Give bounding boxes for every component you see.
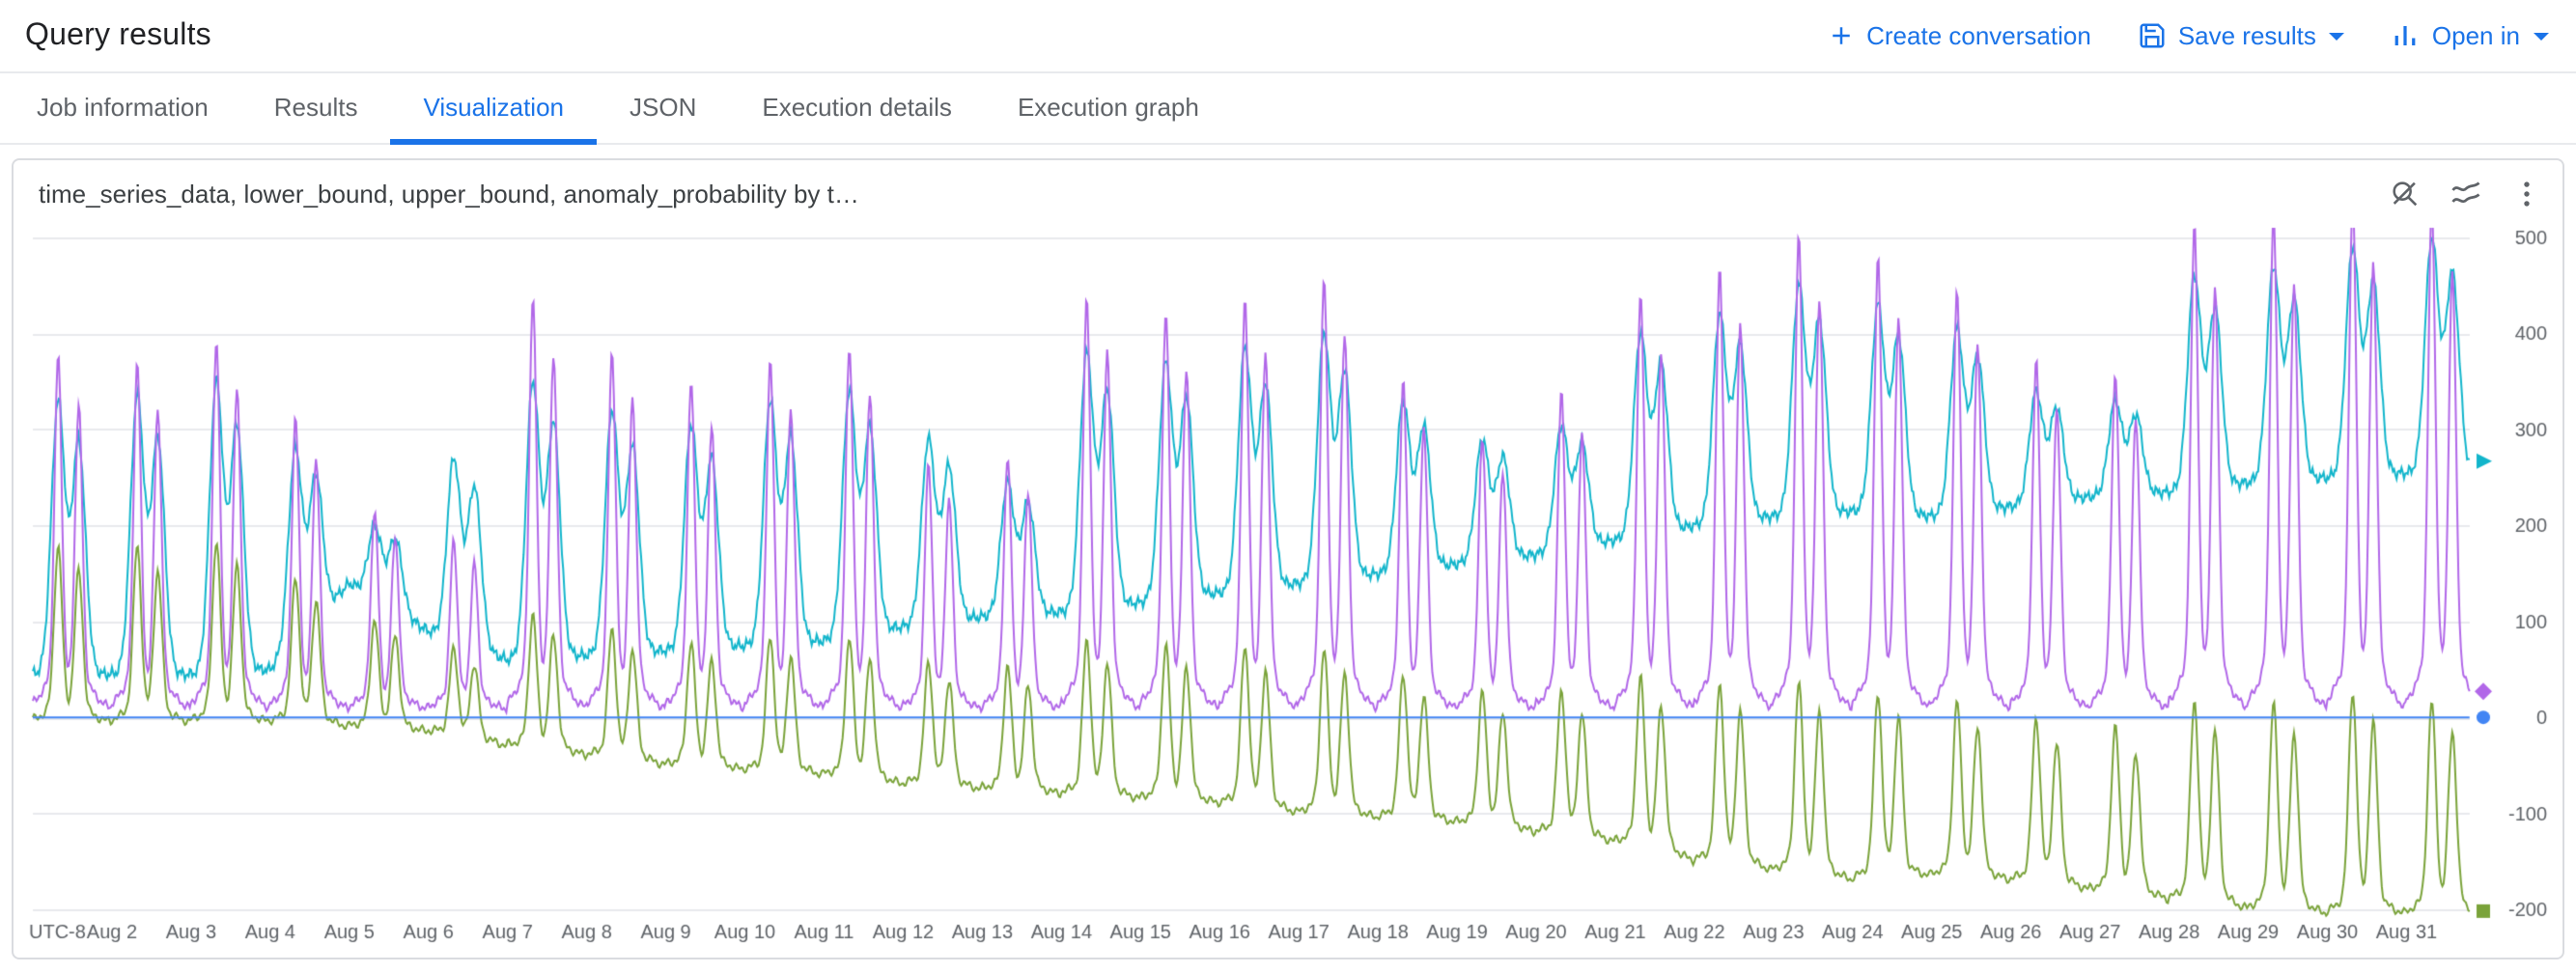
- more-vert-icon: [2510, 181, 2543, 215]
- chevron-down-icon: [2329, 32, 2345, 40]
- create-conversation-label: Create conversation: [1866, 21, 2091, 50]
- chart-toolbar: [2389, 176, 2543, 210]
- chart-type-button[interactable]: [2449, 176, 2483, 210]
- chart-title: time_series_data, lower_bound, upper_bou…: [39, 179, 859, 208]
- tab-job-information[interactable]: Job information: [37, 92, 209, 121]
- plus-icon: [1826, 21, 1855, 50]
- chart-card-header: time_series_data, lower_bound, upper_bou…: [14, 160, 2562, 214]
- create-conversation-button[interactable]: Create conversation: [1826, 21, 2091, 50]
- chevron-down-icon: [2534, 32, 2549, 40]
- header-actions: Create conversation Save results Open in: [1826, 21, 2549, 50]
- save-results-label: Save results: [2177, 21, 2316, 50]
- bar-chart-icon: [2392, 21, 2421, 50]
- chart-type-icon: [2449, 181, 2483, 216]
- save-results-button[interactable]: Save results: [2138, 21, 2345, 50]
- chart-more-button[interactable]: [2510, 177, 2543, 209]
- timeseries-chart-canvas[interactable]: [17, 218, 2559, 956]
- tab-visualization[interactable]: Visualization: [390, 73, 598, 145]
- open-in-label: Open in: [2431, 21, 2520, 50]
- page-header: Query results Create conversation Save r…: [0, 0, 2576, 73]
- page-title: Query results: [25, 18, 211, 51]
- open-in-button[interactable]: Open in: [2392, 21, 2549, 50]
- save-icon: [2138, 21, 2167, 50]
- zoom-off-icon: [2389, 181, 2422, 215]
- tab-results[interactable]: Results: [273, 92, 358, 121]
- chart-zoom-button[interactable]: [2389, 177, 2422, 209]
- tab-json[interactable]: JSON: [630, 92, 697, 121]
- tab-execution-graph[interactable]: Execution graph: [1017, 92, 1199, 121]
- results-tab-bar: Job information Results Visualization JS…: [0, 73, 2576, 145]
- tab-execution-details[interactable]: Execution details: [762, 92, 952, 121]
- chart-card: time_series_data, lower_bound, upper_bou…: [12, 158, 2564, 959]
- visualization-panel: time_series_data, lower_bound, upper_bou…: [0, 158, 2576, 959]
